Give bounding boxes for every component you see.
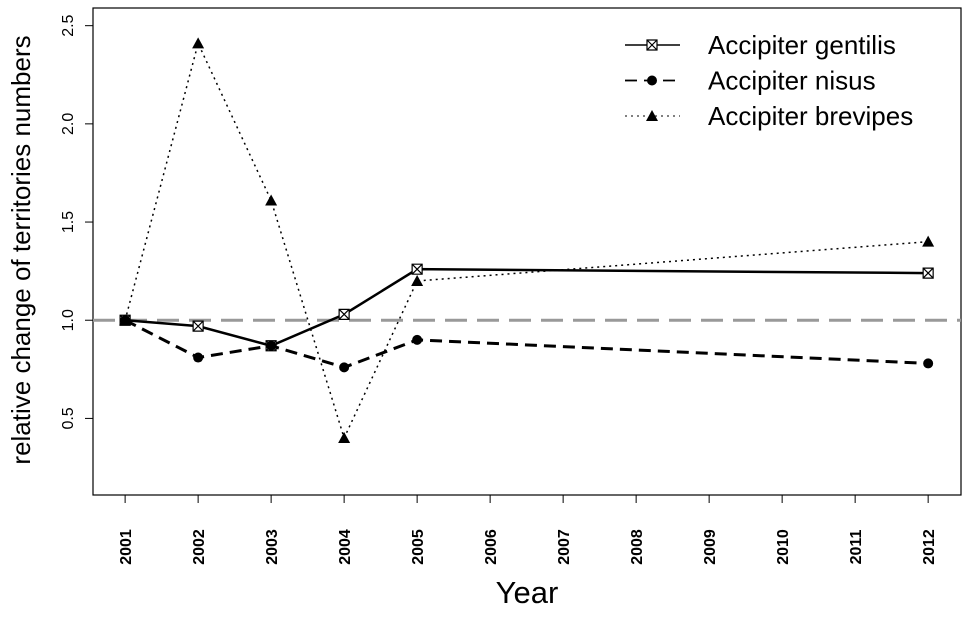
data-point — [922, 235, 935, 247]
data-point — [922, 267, 934, 279]
series-line — [124, 41, 929, 441]
plot-frame — [92, 7, 962, 496]
legend-marker — [646, 110, 658, 121]
marker-shape — [338, 308, 350, 320]
x-tick-label: 2002 — [191, 529, 208, 565]
marker-shape — [646, 39, 658, 51]
legend-label: Accipiter gentilis — [708, 30, 896, 60]
y-tick-label: 2.5 — [60, 14, 77, 36]
legend-label: Accipiter nisus — [708, 66, 876, 96]
y-tick-label: 0.5 — [60, 407, 77, 429]
data-point — [338, 432, 351, 444]
x-tick-label: 2006 — [483, 529, 500, 565]
data-point — [265, 194, 278, 206]
y-tick-label: 2.0 — [60, 113, 77, 135]
x-tick-label: 2003 — [264, 529, 281, 565]
x-tick-label: 2001 — [118, 529, 135, 565]
x-tick-label: 2009 — [702, 529, 719, 565]
x-tick-label: 2008 — [629, 529, 646, 565]
marker-shape — [922, 267, 934, 279]
data-point — [339, 362, 350, 373]
data-point — [411, 274, 424, 286]
data-point — [193, 352, 204, 363]
y-tick-label: 1.0 — [60, 309, 77, 331]
data-point — [192, 37, 205, 49]
x-tick-label: 2007 — [556, 529, 573, 565]
x-axis-title: Year — [496, 575, 559, 610]
x-tick-label: 2010 — [775, 529, 792, 565]
series-line — [124, 318, 929, 369]
x-tick-label: 2012 — [921, 529, 938, 565]
x-tick-label: 2005 — [410, 529, 427, 565]
legend-marker — [646, 39, 658, 51]
data-point — [411, 263, 423, 275]
y-axis-title: relative change of territories numbers — [6, 35, 36, 464]
y-tick-label: 1.5 — [60, 211, 77, 233]
data-point — [266, 340, 277, 351]
marker-shape — [411, 263, 423, 275]
x-tick-label: 2011 — [848, 530, 865, 565]
series-line — [125, 267, 929, 348]
legend-label: Accipiter brevipes — [708, 101, 913, 131]
data-point — [338, 308, 350, 320]
x-tick-label: 2004 — [337, 529, 354, 565]
marker-shape — [192, 320, 204, 332]
data-point — [412, 334, 423, 345]
legend-marker — [647, 75, 657, 86]
data-point — [923, 358, 934, 369]
data-point — [119, 314, 132, 326]
data-point — [192, 320, 204, 332]
